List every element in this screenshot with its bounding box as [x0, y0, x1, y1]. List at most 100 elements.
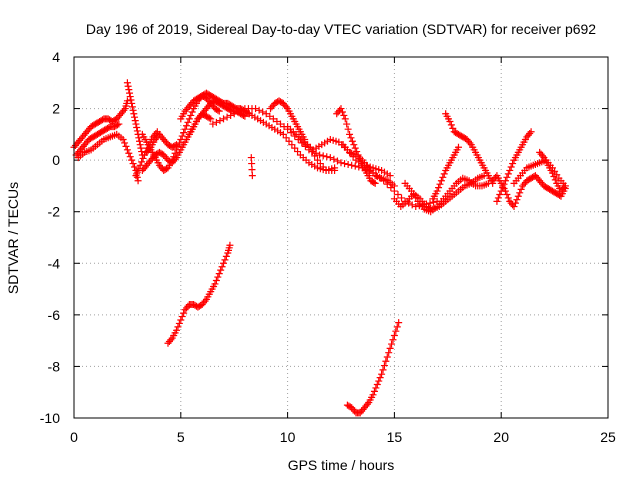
series-arc-4 [123, 79, 146, 159]
x-tick-label: 20 [493, 429, 509, 445]
data-point [124, 82, 132, 90]
series-arc-15 [296, 136, 339, 174]
data-point [122, 142, 130, 150]
data-point [351, 162, 359, 170]
data-point [426, 199, 434, 207]
data-point [291, 132, 299, 140]
data-point [138, 158, 146, 166]
data-point [131, 163, 139, 171]
data-point [316, 151, 324, 159]
data-point [408, 201, 416, 209]
data-point [248, 172, 256, 180]
series-arc-24 [489, 172, 569, 211]
data-point [266, 112, 274, 120]
data-point [220, 115, 228, 123]
data-point [560, 184, 568, 192]
series-arc-11 [209, 105, 441, 211]
data-point [466, 139, 474, 147]
data-point [516, 189, 524, 197]
data-point [167, 336, 175, 344]
data-point [347, 134, 355, 142]
data-point [388, 340, 396, 348]
data-point [205, 114, 213, 122]
y-tick-label: -2 [48, 204, 61, 220]
data-point [454, 143, 462, 151]
chart-title: Day 196 of 2019, Sidereal Day-to-day VTE… [86, 21, 596, 37]
series-arc-21 [429, 143, 462, 203]
data-point [395, 319, 403, 327]
data-point [209, 120, 217, 128]
data-point [504, 194, 512, 202]
data-point [180, 309, 188, 317]
data-point [207, 115, 215, 123]
data-point [223, 113, 231, 121]
data-point [390, 331, 398, 339]
y-tick-label: 0 [52, 152, 60, 168]
data-point [513, 196, 521, 204]
x-tick-label: 15 [387, 429, 403, 445]
series-arc-28 [343, 319, 403, 417]
y-tick-label: -6 [48, 307, 61, 323]
data-point [173, 141, 181, 149]
data-point [319, 152, 327, 160]
data-point [337, 159, 345, 167]
data-point [133, 127, 141, 135]
data-point [357, 158, 365, 166]
data-point [386, 344, 394, 352]
data-point [282, 103, 290, 111]
data-point [538, 152, 546, 160]
data-point [248, 160, 256, 168]
data-point [346, 130, 354, 138]
data-point [126, 153, 134, 161]
data-point [383, 353, 391, 361]
data-point [227, 111, 235, 119]
x-tick-label: 0 [70, 429, 78, 445]
data-point [394, 191, 402, 199]
data-point [125, 86, 133, 94]
tick-labels: 0 5 10 15 20 25 -10 -8 -6 -4 -2 0 2 4 [40, 49, 616, 445]
data-point [123, 146, 131, 154]
data-point [132, 120, 140, 128]
data-point [333, 157, 341, 165]
data-point [132, 172, 140, 180]
data-point [305, 143, 313, 151]
data-point [370, 387, 378, 395]
data-point [211, 280, 219, 288]
data-points [70, 79, 569, 417]
data-point [326, 154, 334, 162]
data-point [177, 316, 185, 324]
data-point [351, 144, 359, 152]
data-point [446, 117, 454, 125]
data-point [134, 177, 142, 185]
data-point [121, 139, 129, 147]
data-point [128, 156, 136, 164]
data-point [171, 142, 179, 150]
data-point [125, 149, 133, 157]
data-point [130, 110, 138, 118]
data-point [136, 137, 144, 145]
data-point [222, 252, 230, 260]
series-arc-22 [442, 110, 497, 187]
data-point [398, 194, 406, 202]
data-point [127, 96, 135, 104]
y-axis-label: SDTVAR / TECUs [5, 182, 21, 294]
data-point [262, 110, 270, 118]
data-point [184, 118, 192, 126]
data-point [526, 129, 534, 137]
data-point [350, 141, 358, 149]
data-point [370, 178, 378, 186]
data-point [369, 391, 377, 399]
data-point [503, 191, 511, 199]
data-point [120, 106, 128, 114]
data-point [126, 89, 134, 97]
data-point [187, 111, 195, 119]
data-point [509, 160, 517, 168]
data-point [430, 198, 438, 206]
data-point [375, 377, 383, 385]
data-point [392, 327, 400, 335]
series-arc-27 [164, 241, 234, 347]
data-point [185, 115, 193, 123]
data-point [123, 79, 131, 87]
data-point [136, 141, 144, 149]
data-point [331, 166, 339, 174]
